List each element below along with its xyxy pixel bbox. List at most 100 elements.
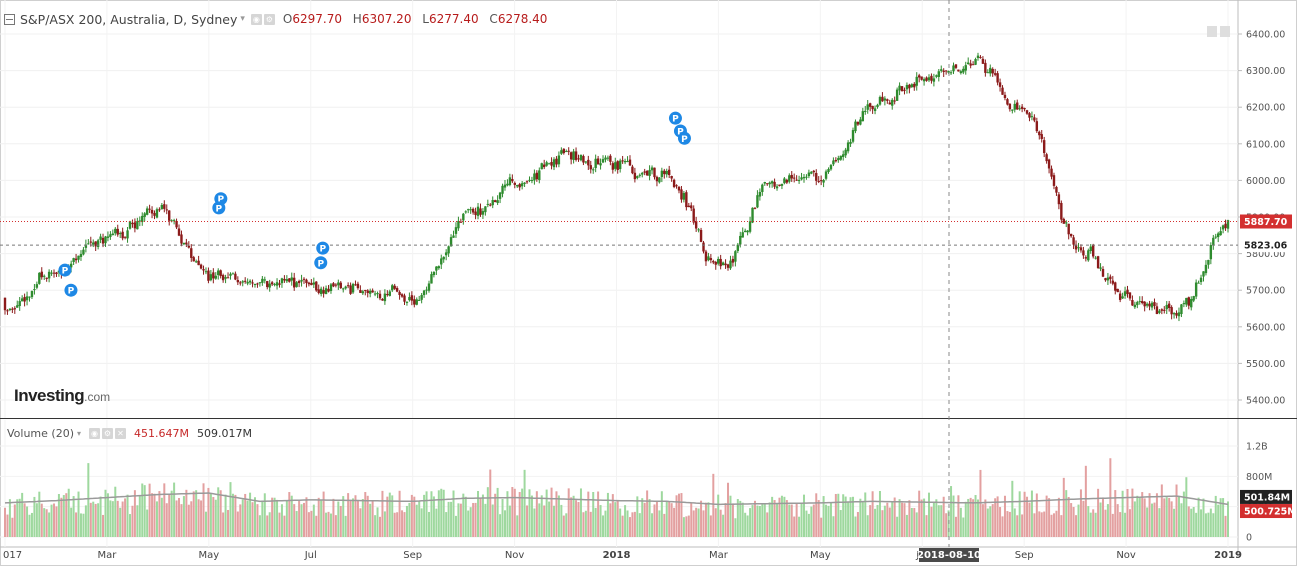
candle-body xyxy=(623,160,627,163)
volume-bar xyxy=(77,491,80,537)
candle-body xyxy=(898,85,901,91)
volume-bar xyxy=(342,496,345,537)
candle-body xyxy=(658,177,661,183)
logo-text: Investing xyxy=(14,386,85,405)
candle-body xyxy=(569,152,573,160)
marker-p[interactable]: P xyxy=(314,256,328,270)
candle-body xyxy=(800,177,803,180)
volume-bar xyxy=(935,499,938,537)
candle-body xyxy=(797,179,801,182)
settings-icon[interactable]: ⚙ xyxy=(263,13,275,25)
marker-p[interactable]: P xyxy=(64,283,78,297)
marker-p[interactable]: P xyxy=(677,131,691,145)
volume-bar xyxy=(224,494,227,537)
candle-body xyxy=(611,163,615,170)
candle-body xyxy=(204,271,208,273)
marker-label: P xyxy=(677,127,684,137)
candle-body xyxy=(418,299,421,301)
volume-bar xyxy=(462,493,465,537)
candle-body xyxy=(99,236,102,240)
volume-label[interactable]: Volume (20) xyxy=(7,426,74,440)
candle-body xyxy=(82,249,85,255)
maximize-icon[interactable] xyxy=(1220,26,1230,37)
collapse-icon[interactable] xyxy=(4,13,15,25)
candle-body xyxy=(1158,310,1161,313)
volume-bar xyxy=(842,494,845,537)
chevron-down-icon[interactable]: ▾ xyxy=(77,428,82,438)
volume-bar xyxy=(991,504,994,537)
candle-body xyxy=(618,160,622,170)
candle-body xyxy=(148,208,151,210)
candle-body xyxy=(648,169,651,176)
candle-body xyxy=(542,164,546,168)
candle-body xyxy=(175,221,178,228)
volume-bar xyxy=(932,501,935,537)
candle-body xyxy=(842,154,845,158)
volume-bar xyxy=(727,482,730,537)
candle-body xyxy=(243,280,247,282)
marker-p[interactable]: P xyxy=(668,111,682,125)
candle-body xyxy=(224,277,227,279)
candle-body xyxy=(520,183,524,187)
candle-body xyxy=(339,282,342,289)
candle-body xyxy=(592,169,595,171)
candle-body xyxy=(557,155,561,165)
candle-body xyxy=(302,278,306,280)
candle-body xyxy=(43,275,46,277)
minimize-icon[interactable] xyxy=(1207,26,1217,37)
candle-body xyxy=(971,64,975,66)
volume-bar xyxy=(295,511,298,537)
candle-body xyxy=(150,209,154,214)
volume-bar xyxy=(1057,497,1060,537)
volume-bar xyxy=(577,502,580,537)
chevron-down-icon[interactable]: ▾ xyxy=(240,14,245,24)
eye-icon[interactable]: ◉ xyxy=(89,427,101,439)
candle-body xyxy=(697,229,700,231)
candle-body xyxy=(462,213,465,221)
volume-bar xyxy=(131,505,134,537)
volume-bar xyxy=(553,505,556,537)
volume-bar xyxy=(151,493,154,537)
candle-body xyxy=(518,184,521,188)
candle-body xyxy=(935,75,938,77)
candle-body xyxy=(925,77,928,81)
candle-body xyxy=(1069,233,1073,237)
candle-body xyxy=(675,185,678,187)
volume-bar xyxy=(1187,506,1190,537)
candle-body xyxy=(476,206,480,216)
volume-bar xyxy=(560,504,563,537)
volume-bar xyxy=(435,508,438,537)
volume-bar xyxy=(540,495,543,537)
candle-body xyxy=(251,282,254,284)
marker-p[interactable]: P xyxy=(316,241,330,255)
close-icon[interactable]: ✕ xyxy=(115,427,127,439)
eye-icon[interactable]: ◉ xyxy=(250,13,262,25)
volume-bar xyxy=(930,506,933,537)
candle-body xyxy=(1052,175,1056,186)
marker-p[interactable]: P xyxy=(212,201,226,215)
volume-bar xyxy=(594,507,597,537)
candle-body xyxy=(846,142,850,152)
volume-bar xyxy=(477,490,480,537)
settings-icon[interactable]: ⚙ xyxy=(102,427,114,439)
symbol-title[interactable]: S&P/ASX 200, Australia, D, Sydney xyxy=(20,11,238,27)
volume-bar xyxy=(16,499,19,537)
candle-body xyxy=(655,176,659,182)
volume-bar xyxy=(13,504,16,537)
candle-body xyxy=(1138,301,1141,303)
volume-bar xyxy=(310,510,313,537)
candle-body xyxy=(1185,297,1188,305)
candle-body xyxy=(1067,223,1070,235)
volume-bar xyxy=(72,496,75,537)
volume-bar xyxy=(972,499,975,537)
volume-bar xyxy=(646,490,649,537)
volume-bar xyxy=(75,512,78,537)
marker-p[interactable]: P xyxy=(58,263,72,277)
candle-body xyxy=(964,65,967,71)
candle-body xyxy=(92,242,95,245)
candle-body xyxy=(1209,245,1213,260)
candle-body xyxy=(383,293,387,302)
candle-body xyxy=(792,177,796,179)
candle-body xyxy=(1148,303,1151,307)
